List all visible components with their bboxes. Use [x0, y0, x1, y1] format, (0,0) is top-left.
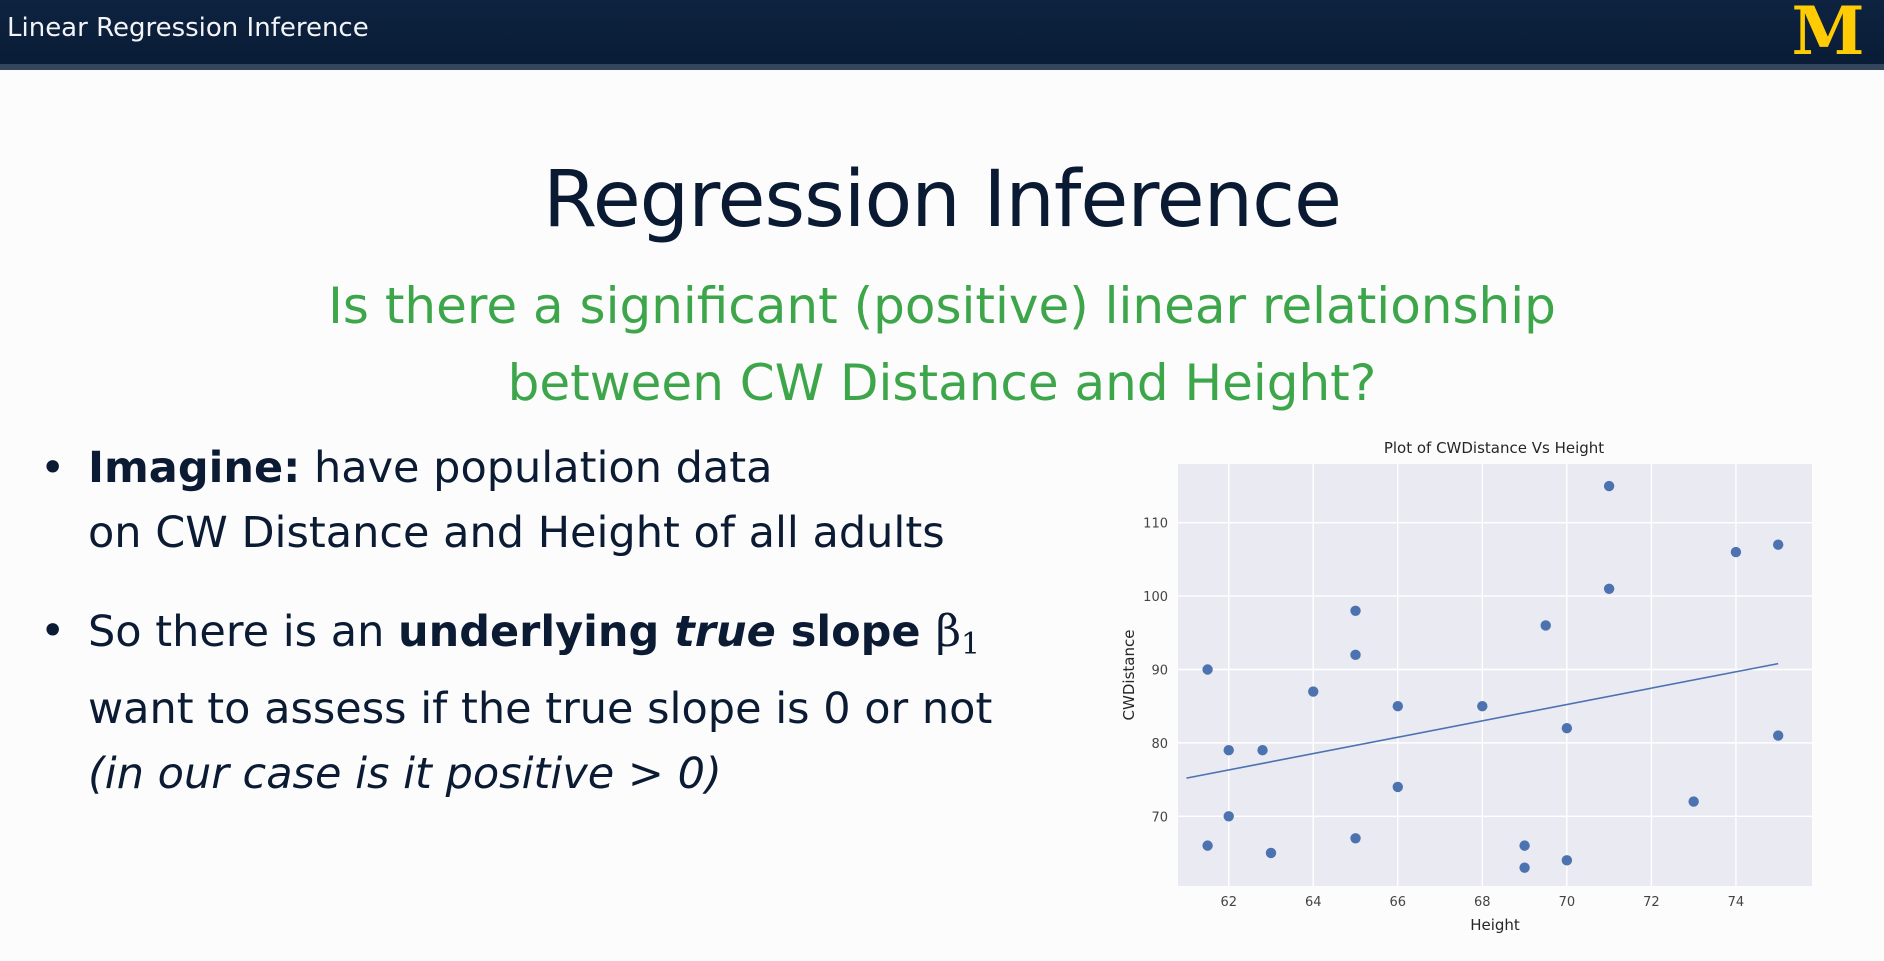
- data-point: [1688, 796, 1699, 807]
- data-point: [1257, 745, 1268, 756]
- data-point: [1265, 847, 1277, 859]
- bullet-imagine-line-1: Imagine: have population data: [88, 436, 1050, 501]
- y-tick-label: 110: [1143, 517, 1168, 532]
- data-point: [1392, 700, 1403, 712]
- x-axis-label: Height: [1470, 916, 1520, 934]
- data-point: [1350, 833, 1361, 844]
- tick-labels: 62 64 66 68 70 72 74 70 80 90 100 110: [1143, 517, 1744, 910]
- scatter-chart: Plot of CWDistance Vs Height 62 64 66 68 70 7…: [1110, 436, 1830, 936]
- data-point: [1519, 862, 1530, 873]
- data-point: [1223, 745, 1234, 756]
- data-point: [1202, 840, 1213, 851]
- data-point: [1223, 811, 1234, 822]
- header-title: Linear Regression Inference: [7, 13, 369, 43]
- data-point: [1202, 664, 1213, 675]
- question-text: Is there a significant (positive) linear…: [0, 268, 1884, 422]
- data-point: [1392, 781, 1403, 793]
- bullet-slope-bold-1: underlying: [398, 607, 675, 657]
- x-tick-label: 74: [1728, 895, 1745, 910]
- data-points: [1202, 480, 1784, 873]
- bullet-slope-line-1: So there is an underlying true slope β1: [88, 599, 1050, 677]
- x-tick-label: 66: [1390, 895, 1407, 910]
- bullet-imagine-bold: Imagine:: [88, 443, 301, 493]
- bullet-marker: •: [40, 443, 66, 493]
- y-tick-label: 70: [1151, 810, 1168, 825]
- bullet-slope-line-2: want to assess if the true slope is 0 or…: [88, 684, 993, 734]
- question-line-2: between CW Distance and Height?: [507, 354, 1377, 412]
- data-point: [1350, 605, 1361, 616]
- y-axis-label: CWDistance: [1120, 630, 1138, 721]
- data-point: [1308, 686, 1319, 697]
- data-point: [1603, 583, 1615, 594]
- data-point: [1477, 700, 1488, 712]
- bullet-slope-text: So there is an: [88, 607, 398, 657]
- data-point: [1772, 539, 1784, 550]
- bullet-imagine: • Imagine: have population data on CW Di…: [40, 436, 1050, 566]
- bullet-list: • Imagine: have population data on CW Di…: [40, 436, 1050, 840]
- grid-lines: [1178, 464, 1812, 886]
- bullet-slope-bold-2: slope: [775, 607, 936, 657]
- university-logo: M: [1791, 0, 1865, 70]
- y-tick-label: 90: [1151, 663, 1168, 678]
- header-bar: Linear Regression Inference M: [0, 0, 1884, 70]
- slide-title: Regression Inference: [543, 155, 1342, 245]
- data-point: [1540, 620, 1551, 631]
- bullet-imagine-text: have population data: [300, 443, 773, 493]
- regression-line: [1186, 662, 1779, 779]
- beta-subscript: 1: [961, 627, 981, 662]
- data-point: [1519, 840, 1530, 851]
- y-tick-label: 80: [1151, 737, 1168, 752]
- chart-svg: Plot of CWDistance Vs Height 62 64 66 68 70 7…: [1120, 439, 1812, 934]
- chart-title: Plot of CWDistance Vs Height: [1384, 439, 1604, 457]
- data-point: [1603, 480, 1615, 492]
- x-tick-label: 68: [1474, 895, 1491, 910]
- bullet-slope-bold-italic: true: [674, 607, 776, 657]
- x-tick-label: 72: [1643, 895, 1660, 910]
- beta-letter: β: [935, 606, 961, 657]
- data-point: [1561, 723, 1573, 734]
- question-line-1: Is there a significant (positive) linear…: [328, 277, 1556, 335]
- x-tick-label: 64: [1305, 895, 1322, 910]
- x-tick-label: 62: [1220, 895, 1237, 910]
- beta-symbol: β1: [935, 606, 981, 662]
- data-point: [1561, 855, 1573, 866]
- data-point: [1730, 546, 1742, 558]
- data-point: [1350, 649, 1361, 661]
- bullet-marker: •: [40, 606, 66, 656]
- bullet-slope-line-3: (in our case is it positive > 0): [88, 749, 722, 799]
- bullet-imagine-line-2: on CW Distance and Height of all adults: [88, 508, 945, 558]
- bullet-slope: • So there is an underlying true slope β…: [40, 599, 1050, 807]
- x-tick-label: 70: [1559, 895, 1576, 910]
- data-point: [1772, 730, 1784, 741]
- y-tick-label: 100: [1143, 590, 1168, 605]
